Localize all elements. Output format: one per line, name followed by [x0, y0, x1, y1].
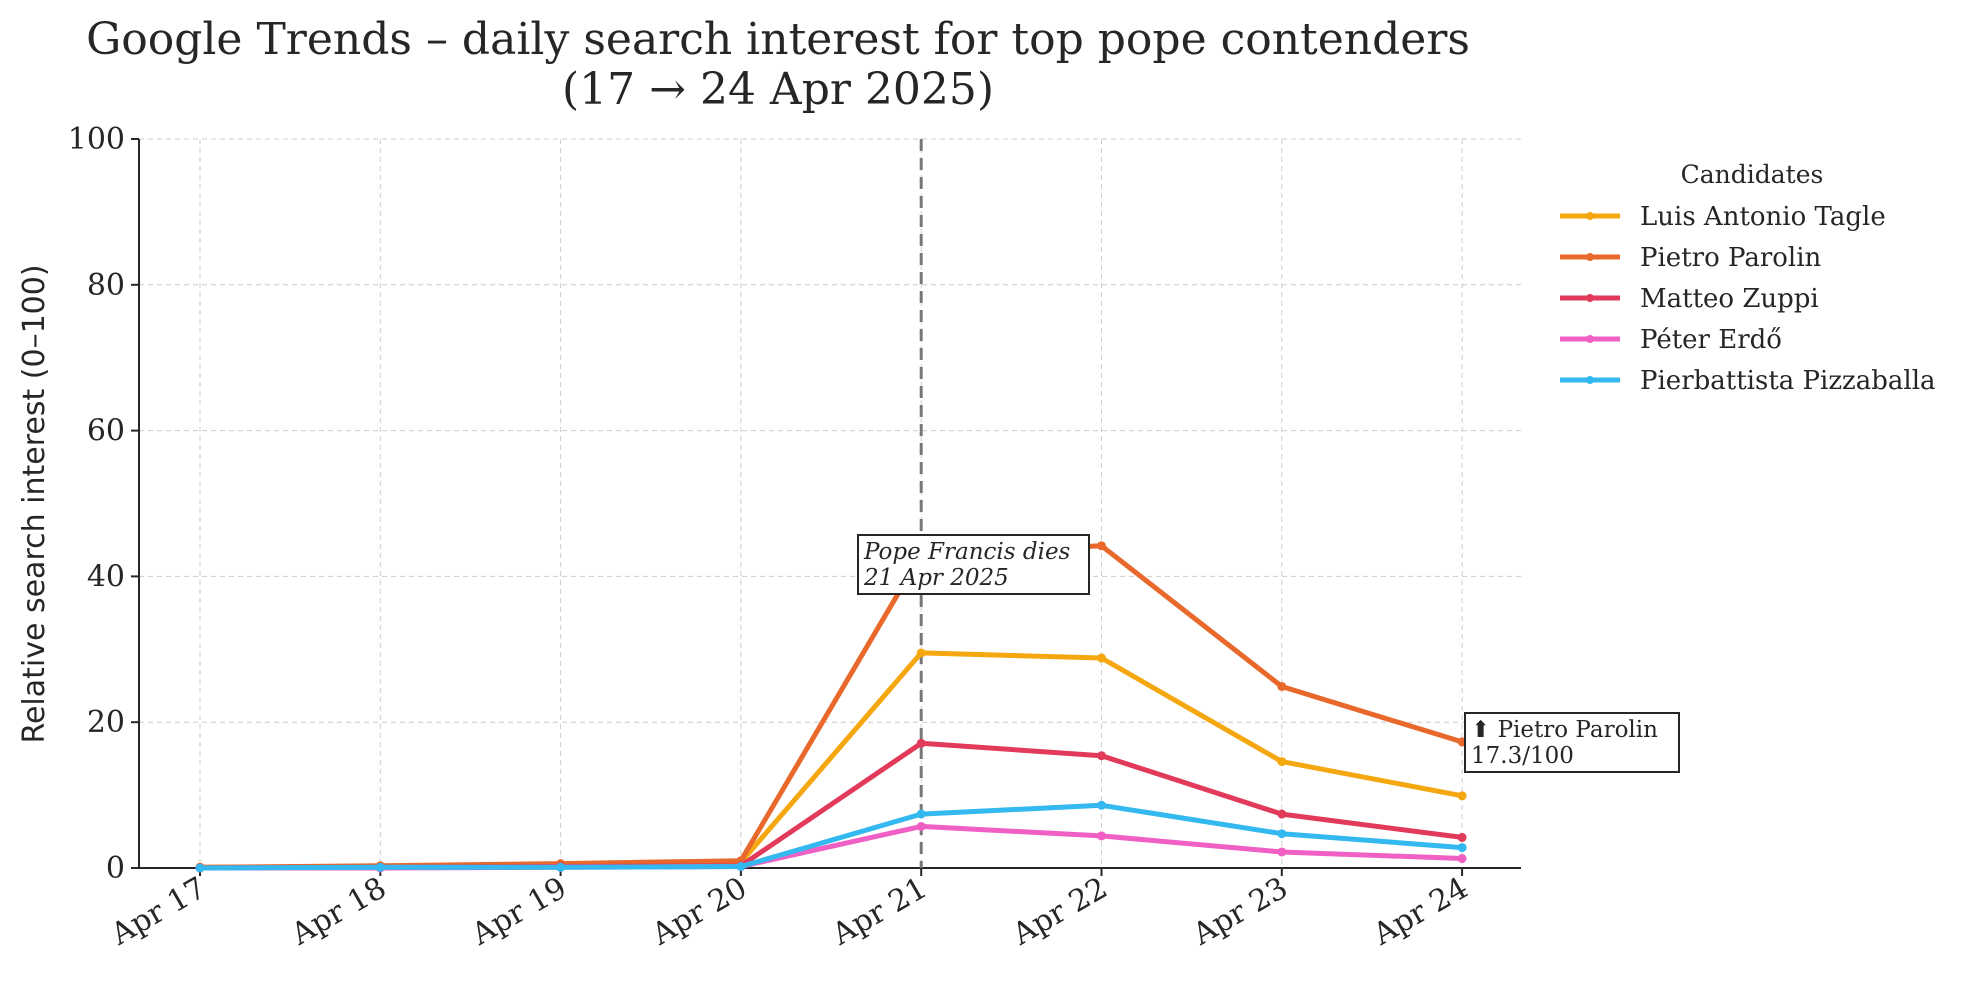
data-point — [1277, 681, 1287, 691]
data-point — [1097, 653, 1106, 663]
legend-swatch-marker — [1586, 212, 1594, 220]
x-tick-label: Apr 21 — [826, 871, 933, 953]
x-tick-labels: Apr 17 Apr 18 Apr 19 Apr 20 Apr 21 Apr 22 Apr … — [105, 871, 1475, 953]
data-point — [1457, 843, 1467, 853]
x-tick-label: Apr 23 — [1186, 871, 1293, 953]
series-line — [197, 802, 1465, 871]
data-point — [195, 863, 205, 873]
legend-swatch-marker — [1586, 253, 1594, 261]
legend-label: Luis Antonio Tagle — [1640, 202, 1886, 232]
x-tick-label: Apr 20 — [645, 871, 752, 953]
data-point — [1277, 809, 1287, 819]
data-point — [556, 862, 566, 872]
legend-label: Matteo Zuppi — [1640, 284, 1819, 314]
end-annotation-line2: 17.3/100 — [1471, 743, 1574, 769]
event-annotation-line1: Pope Francis dies — [863, 539, 1071, 565]
end-annotation-line1: ⬆ Pietro Parolin — [1471, 717, 1658, 743]
data-point — [1277, 829, 1287, 839]
data-point — [1277, 757, 1287, 767]
legend-swatch-marker — [1586, 294, 1594, 302]
end-annotation-box — [1464, 712, 1680, 773]
y-tick-label: 40 — [87, 559, 125, 594]
event-annotation-box — [857, 534, 1090, 595]
chart-title: Google Trends – daily search interest fo… — [86, 14, 1470, 65]
data-point — [916, 648, 926, 658]
x-tick-label: Apr 22 — [1006, 871, 1113, 953]
y-axis-label: Relative search interest (0–100) — [17, 264, 52, 743]
legend-swatch-marker — [1586, 376, 1594, 384]
legend-swatch-marker — [1586, 335, 1594, 343]
data-point — [1097, 541, 1106, 551]
y-tick-label: 20 — [87, 705, 125, 740]
data-point — [916, 809, 926, 819]
y-tick-label: 100 — [68, 122, 125, 157]
data-point — [375, 862, 385, 872]
legend: Candidates Luis Antonio Tagle Pietro Paro… — [1560, 160, 1936, 396]
data-point — [1097, 751, 1106, 761]
legend-label: Pierbattista Pizzaballa — [1640, 366, 1936, 396]
event-annotation: Pope Francis dies 21 Apr 2025 — [857, 534, 1090, 595]
series-line — [197, 650, 1465, 870]
x-tick-label: Apr 18 — [285, 871, 392, 953]
data-point — [736, 862, 746, 872]
y-tick-labels: 0 20 40 60 80 100 — [68, 122, 125, 886]
data-point — [916, 738, 926, 748]
chart-subtitle: (17 → 24 Apr 2025) — [562, 64, 994, 115]
series-lines — [195, 541, 1467, 873]
y-tick-label: 80 — [87, 268, 125, 303]
legend-label: Péter Erdő — [1640, 325, 1782, 355]
y-tick-label: 0 — [106, 851, 125, 886]
data-point — [1457, 791, 1467, 801]
legend-label: Pietro Parolin — [1640, 243, 1822, 273]
data-point — [1277, 847, 1287, 857]
legend-title: Candidates — [1681, 160, 1824, 189]
event-annotation-line2: 21 Apr 2025 — [863, 565, 1009, 591]
data-point — [1457, 854, 1467, 864]
data-point — [1097, 831, 1106, 841]
data-point — [916, 821, 926, 831]
data-point — [1097, 800, 1106, 810]
x-tick-label: Apr 24 — [1367, 871, 1474, 953]
series-line — [197, 543, 1465, 870]
legend-items: Luis Antonio Tagle Pietro Parolin Matteo Z… — [1560, 202, 1936, 396]
end-annotation: ⬆ Pietro Parolin 17.3/100 — [1464, 712, 1680, 773]
data-point — [1457, 832, 1467, 842]
x-tick-label: Apr 19 — [465, 871, 572, 953]
y-tick-label: 60 — [87, 414, 125, 449]
